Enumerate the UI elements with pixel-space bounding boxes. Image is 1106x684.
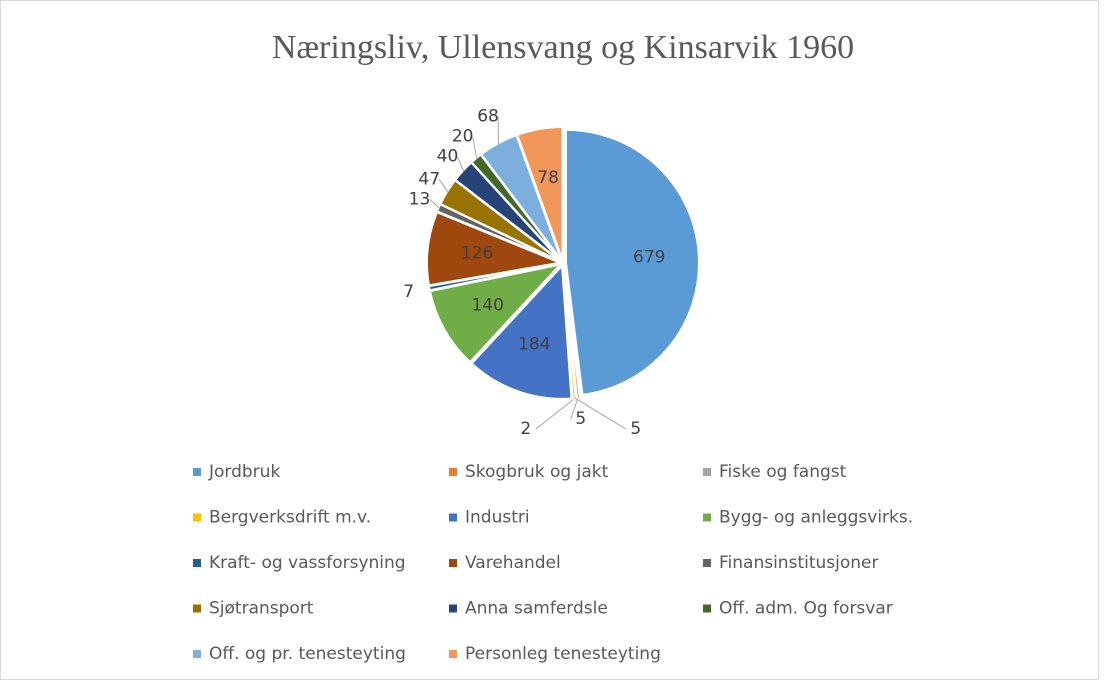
legend-label: Bergverksdrift m.v. xyxy=(209,508,371,528)
legend-swatch xyxy=(449,650,457,658)
pie-slice xyxy=(516,126,564,261)
data-label: 68 xyxy=(477,107,499,127)
data-label: 184 xyxy=(518,335,550,355)
data-label: 2 xyxy=(520,419,531,439)
data-label: 126 xyxy=(461,244,493,264)
legend-label: Varehandel xyxy=(465,553,561,573)
data-label: 679 xyxy=(633,248,665,268)
legend-label: Off. og pr. tenesteyting xyxy=(209,644,406,664)
legend-label: Skogbruk og jakt xyxy=(465,462,609,482)
chart-title: Næringsliv, Ullensvang og Kinsarvik 1960 xyxy=(272,29,854,66)
legend-swatch xyxy=(193,650,201,658)
legend-swatch xyxy=(193,559,201,567)
data-label: 140 xyxy=(471,295,503,315)
legend-swatch xyxy=(193,604,201,613)
legend-label: Sjøtransport xyxy=(209,599,314,619)
leader-line xyxy=(573,397,627,430)
legend-swatch xyxy=(703,559,711,567)
legend-label: Kraft- og vassforsyning xyxy=(209,553,406,573)
legend-swatch xyxy=(703,468,711,476)
pie-slice xyxy=(470,263,573,400)
leader-line xyxy=(438,179,449,193)
leader-line xyxy=(497,116,500,145)
legend-label: Jordbruk xyxy=(208,462,280,482)
data-label: 20 xyxy=(452,127,474,147)
pie-slice xyxy=(564,128,700,396)
legend-swatch xyxy=(449,604,457,613)
legend-swatch xyxy=(449,468,457,476)
legend-swatch xyxy=(449,513,457,522)
pie-slice xyxy=(428,262,564,364)
legend-swatch xyxy=(703,604,711,613)
leader-line xyxy=(535,396,577,430)
legend-label: Anna samferdsle xyxy=(465,599,608,619)
data-label: 5 xyxy=(630,419,641,439)
data-label: 13 xyxy=(409,189,431,209)
legend-swatch xyxy=(193,468,201,476)
legend-swatch xyxy=(193,513,201,522)
legend-label: Off. adm. Og forsvar xyxy=(719,599,893,619)
data-label: 78 xyxy=(537,168,559,188)
data-label: 7 xyxy=(403,282,414,302)
legend-label: Bygg- og anleggsvirks. xyxy=(719,508,913,528)
leader-line xyxy=(429,198,440,209)
legend-label: Finansinstitusjoner xyxy=(719,553,878,573)
data-label: 47 xyxy=(418,169,440,189)
legend-swatch xyxy=(449,559,457,567)
legend-label: Fiske og fangst xyxy=(719,462,847,482)
data-label: 5 xyxy=(575,409,586,429)
leader-line xyxy=(570,396,579,420)
legend-label: Industri xyxy=(465,508,530,528)
leader-line xyxy=(457,156,465,172)
legend-label: Personleg tenesteyting xyxy=(465,644,661,664)
leader-line xyxy=(472,136,478,160)
legend-swatch xyxy=(703,513,711,522)
data-label: 40 xyxy=(437,147,459,167)
